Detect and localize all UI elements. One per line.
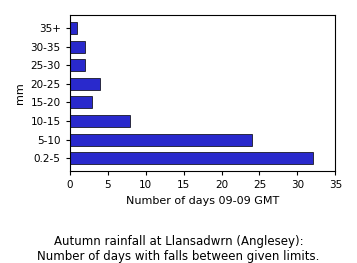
Bar xyxy=(70,59,85,71)
Bar xyxy=(70,78,100,90)
Text: Autumn rainfall at Llansadwrn (Anglesey):
Number of days with falls between give: Autumn rainfall at Llansadwrn (Anglesey)… xyxy=(37,235,320,263)
X-axis label: Number of days 09-09 GMT: Number of days 09-09 GMT xyxy=(126,196,279,206)
Bar xyxy=(70,115,130,127)
Bar xyxy=(70,134,252,146)
Bar xyxy=(70,22,77,34)
Bar xyxy=(70,97,92,109)
Bar xyxy=(70,41,85,53)
Bar xyxy=(70,152,313,164)
Y-axis label: mm: mm xyxy=(15,82,25,104)
